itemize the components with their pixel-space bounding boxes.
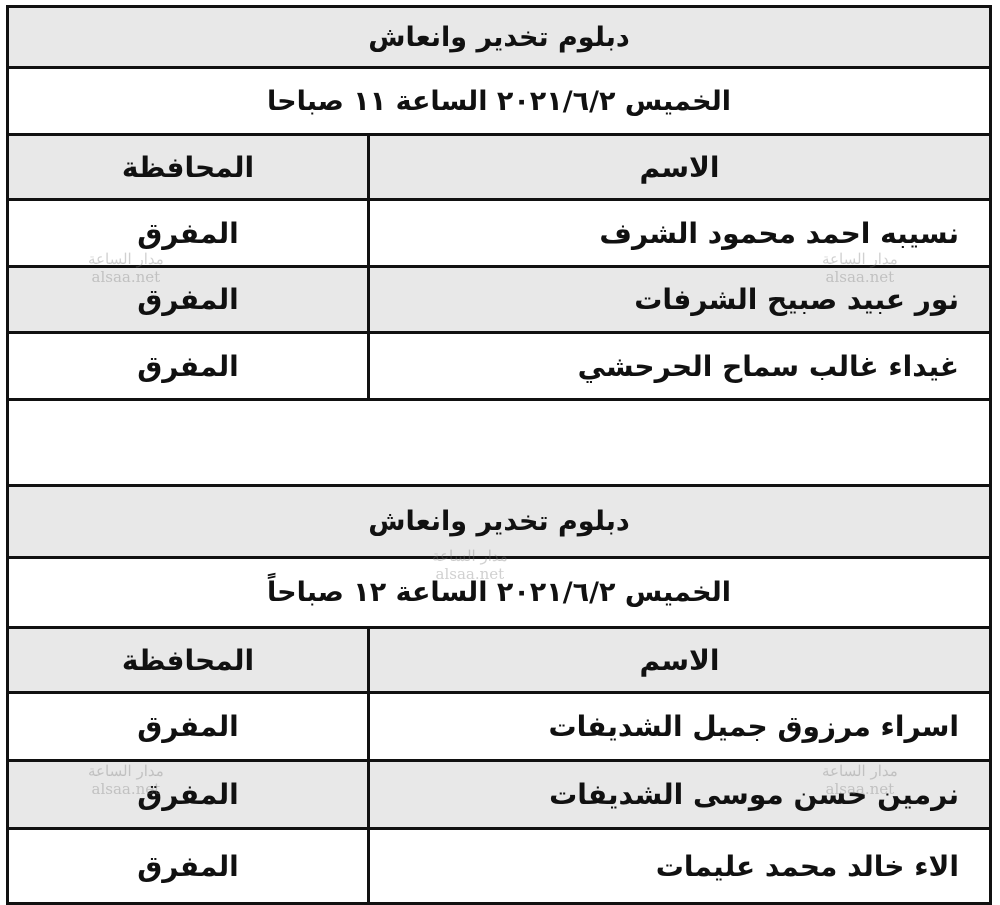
table-row: اسراء مرزوق جميل الشديفات المفرق [9,694,989,762]
governorate-cell: المفرق [137,216,239,250]
datetime-text: الخميس ٢٠٢١/٦/٢ الساعة ١٢ صباحاً [267,577,731,608]
table-row: نور عبيد صبيح الشرفات المفرق [9,268,989,334]
title-text: دبلوم تخدير وانعاش [368,506,630,537]
datetime-text: الخميس ٢٠٢١/٦/٢ الساعة ١١ صباحا [267,85,731,117]
title-text: دبلوم تخدير وانعاش [368,21,630,53]
name-cell: نور عبيد صبيح الشرفات [367,268,989,331]
name-cell: نرمين حسن موسى الشديفات [367,762,989,827]
exam-table-1: دبلوم تخدير وانعاش الخميس ٢٠٢١/٦/٢ الساع… [6,5,992,401]
name-cell: نسيبه احمد محمود الشرف [367,201,989,265]
table-row: غيداء غالب سماح الحرحشي المفرق [9,334,989,398]
table-header: الاسم المحافظة [9,136,989,201]
header-governorate: المحافظة [121,643,255,677]
governorate-cell: المفرق [137,283,239,316]
exam-table-2: دبلوم تخدير وانعاش الخميس ٢٠٢١/٦/٢ الساع… [6,484,992,905]
header-governorate: المحافظة [121,150,255,184]
spacer [6,401,992,484]
governorate-cell: المفرق [137,778,239,811]
table-title: دبلوم تخدير وانعاش [9,8,989,69]
governorate-cell: المفرق [137,349,239,383]
name-cell: غيداء غالب سماح الحرحشي [367,334,989,398]
table-row: نرمين حسن موسى الشديفات المفرق [9,762,989,830]
header-name: الاسم [367,629,989,691]
table-row: الاء خالد محمد عليمات المفرق [9,830,989,902]
name-cell: اسراء مرزوق جميل الشديفات [367,694,989,759]
governorate-cell: المفرق [137,710,239,743]
table-datetime: الخميس ٢٠٢١/٦/٢ الساعة ١١ صباحا [9,69,989,136]
table-row: نسيبه احمد محمود الشرف المفرق [9,201,989,268]
table-header: الاسم المحافظة [9,629,989,694]
table-datetime: الخميس ٢٠٢١/٦/٢ الساعة ١٢ صباحاً [9,559,989,629]
header-name: الاسم [367,136,989,198]
governorate-cell: المفرق [137,849,239,883]
name-cell: الاء خالد محمد عليمات [367,830,989,902]
table-title: دبلوم تخدير وانعاش [9,487,989,559]
